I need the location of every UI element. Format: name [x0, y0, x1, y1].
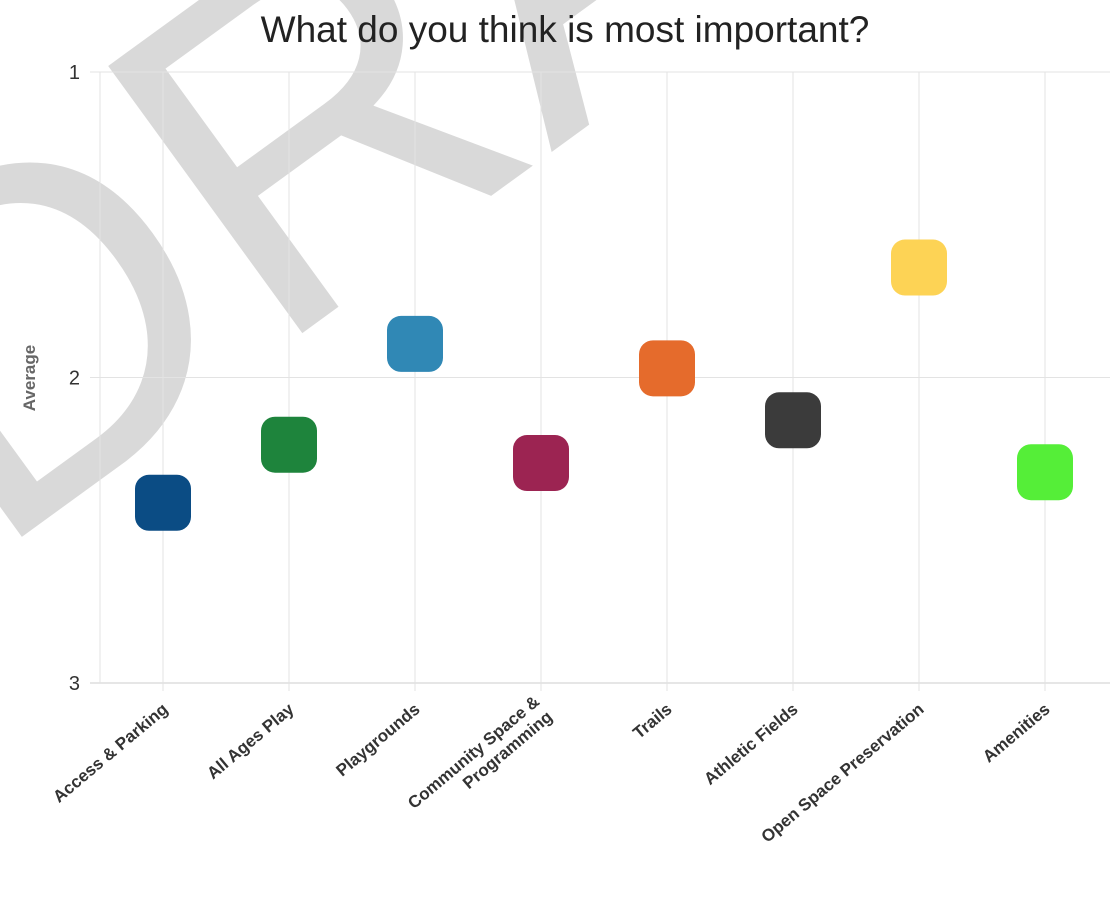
x-tick-label: Amenities	[979, 700, 1053, 767]
x-tick-label: All Ages Play	[203, 699, 298, 783]
data-point[interactable]	[1017, 444, 1073, 501]
grid	[90, 71, 1110, 691]
watermark-text: DRAFT	[0, 0, 1110, 643]
y-tick-label: 2	[69, 368, 80, 390]
x-tick-label: Community Space &Programming	[404, 692, 556, 828]
data-points	[135, 239, 1073, 531]
data-point[interactable]	[513, 435, 569, 492]
x-tick-label: Athletic Fields	[700, 700, 801, 789]
draft-watermark: DRAFT	[0, 0, 1110, 643]
chart-title: What do you think is most important?	[261, 9, 870, 50]
x-tick-label: Access & Parking	[49, 700, 171, 807]
data-point[interactable]	[765, 392, 821, 449]
data-point[interactable]	[261, 416, 317, 473]
data-point[interactable]	[387, 315, 443, 372]
y-tick-label: 3	[69, 673, 80, 695]
x-tick-label: Playgrounds	[332, 700, 423, 781]
data-point[interactable]	[639, 340, 695, 397]
data-point[interactable]	[135, 474, 191, 531]
data-point[interactable]	[891, 239, 947, 296]
x-tick-label: Trails	[629, 700, 675, 743]
y-tick-label: 1	[69, 62, 80, 84]
y-axis-label: Average	[20, 345, 39, 411]
